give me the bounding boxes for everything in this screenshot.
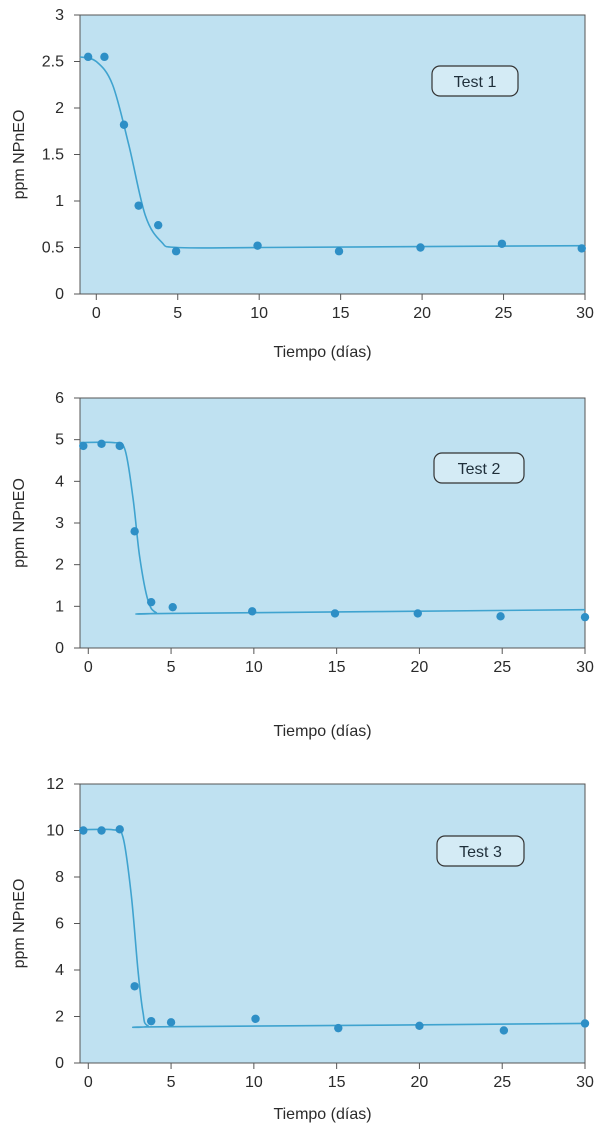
data-point — [115, 441, 124, 451]
x-tick-label: 0 — [92, 305, 101, 322]
y-tick-label: 0 — [55, 286, 64, 303]
data-point — [79, 441, 88, 451]
y-tick-label: 6 — [55, 390, 64, 407]
x-tick-label: 20 — [413, 305, 431, 322]
y-tick-label: 6 — [55, 916, 64, 933]
data-point — [496, 612, 505, 621]
x-axis-title: Tiempo (días) — [273, 344, 371, 361]
data-point — [153, 220, 163, 230]
data-point — [79, 826, 88, 835]
data-point — [334, 1023, 343, 1033]
y-tick-label: 10 — [46, 823, 64, 840]
fit-curve — [79, 56, 586, 249]
data-point — [130, 527, 139, 536]
test-badge — [431, 65, 519, 97]
y-tick-label: 12 — [46, 776, 64, 793]
x-tick-label: 10 — [245, 1074, 263, 1091]
y-axis-title: ppm NPnEO — [11, 879, 28, 969]
data-point — [134, 201, 143, 210]
x-tick-label: 0 — [84, 1074, 93, 1091]
y-axis-title: ppm NPnEO — [11, 478, 28, 568]
x-tick-label: 10 — [245, 659, 263, 676]
x-tick-label: 25 — [493, 1074, 511, 1091]
test-badge-label: Test 3 — [459, 844, 502, 861]
data-point — [334, 247, 344, 256]
x-tick-label: 15 — [328, 1074, 346, 1091]
chart-2: 0 1 2 3 4 5 6 0 5 10 15 20 25 30 Test 2 Tiempo (días) pp… — [11, 390, 594, 740]
data-point — [119, 120, 129, 129]
data-point — [146, 597, 156, 607]
data-point — [130, 982, 139, 991]
data-point — [253, 241, 262, 250]
data-point — [580, 1019, 590, 1028]
y-tick-label: 0.5 — [42, 240, 64, 257]
data-point — [251, 1014, 260, 1024]
y-tick-label: 2 — [55, 557, 64, 574]
y-tick-label: 4 — [55, 962, 64, 979]
test-badge-label: Test 1 — [454, 74, 497, 91]
y-tick-label: 3 — [55, 7, 64, 24]
x-tick-label: 15 — [328, 659, 346, 676]
x-tick-label: 5 — [167, 1074, 176, 1091]
data-point — [413, 609, 422, 618]
data-point — [83, 52, 93, 62]
y-tick-label: 2 — [55, 100, 64, 117]
x-tick-label: 5 — [173, 305, 182, 322]
x-tick-label: 25 — [495, 305, 513, 322]
y-tick-label: 2.5 — [42, 54, 64, 71]
y-axis-title: ppm NPnEO — [11, 110, 28, 200]
y-tick-label: 1 — [55, 598, 64, 615]
data-point — [97, 826, 106, 835]
data-point — [97, 439, 106, 449]
y-tick-label: 3 — [55, 515, 64, 532]
y-tick-label: 2 — [55, 1009, 64, 1026]
data-point — [577, 244, 586, 253]
data-point — [330, 609, 340, 618]
x-tick-label: 30 — [576, 659, 594, 676]
x-tick-label: 0 — [84, 659, 93, 676]
test-badge — [436, 835, 525, 867]
x-tick-label: 15 — [332, 305, 350, 322]
y-tick-label: 1 — [55, 193, 64, 210]
plot-area — [79, 783, 586, 1064]
y-tick-label: 5 — [55, 432, 64, 449]
data-point — [499, 1026, 509, 1035]
x-tick-label: 10 — [250, 305, 268, 322]
x-axis-title: Tiempo (días) — [273, 1106, 371, 1123]
data-point — [497, 239, 507, 248]
y-tick-label: 4 — [55, 473, 64, 490]
data-point — [416, 243, 425, 252]
x-tick-label: 25 — [493, 659, 511, 676]
data-point — [415, 1021, 424, 1030]
plot-area — [79, 14, 586, 295]
x-tick-label: 20 — [411, 659, 429, 676]
data-point — [166, 1018, 176, 1027]
x-tick-label: 5 — [167, 659, 176, 676]
y-tick-label: 0 — [55, 1055, 64, 1072]
y-tick-label: 1.5 — [42, 147, 64, 164]
data-point — [146, 1016, 156, 1026]
y-tick-label: 8 — [55, 869, 64, 886]
chart-3: 0 2 4 6 8 10 12 0 5 10 15 20 25 30 Test 3 Tiempo (días)… — [11, 776, 594, 1123]
data-point — [100, 52, 109, 62]
data-point — [115, 825, 124, 834]
y-tick-label: 0 — [55, 640, 64, 657]
x-axis-title: Tiempo (días) — [273, 723, 371, 740]
data-point — [171, 247, 181, 256]
x-tick-label: 30 — [576, 1074, 594, 1091]
x-tick-label: 30 — [576, 305, 594, 322]
data-point — [168, 602, 177, 612]
test-badge-label: Test 2 — [458, 461, 501, 478]
test-badge — [433, 452, 525, 484]
x-tick-label: 20 — [411, 1074, 429, 1091]
data-point — [247, 607, 257, 616]
data-point — [580, 612, 590, 622]
plot-area — [79, 397, 586, 649]
